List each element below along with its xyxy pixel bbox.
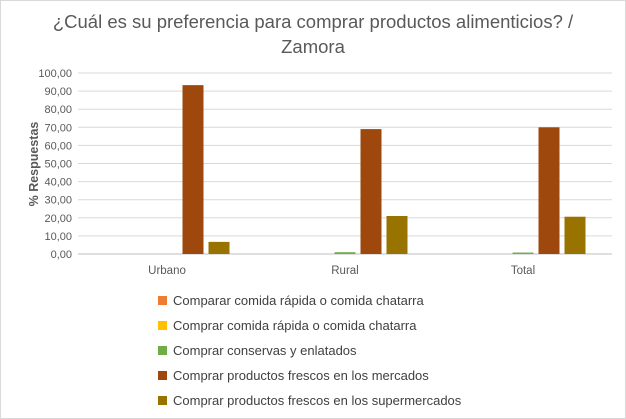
bar [182,85,204,254]
y-tick-label: 80,00 [44,104,72,116]
bar [386,215,408,254]
x-tick-label: Urbano [148,265,186,277]
legend-label: Comprar productos frescos en los mercado… [173,368,429,383]
legend-item: Comprar productos frescos en los mercado… [158,363,461,388]
legend-swatch [158,371,167,380]
legend-item: Comprar productos frescos en los superme… [158,388,461,413]
bar [538,127,560,254]
legend-label: Comprar comida rápida o comida chatarra [173,318,417,333]
legend-swatch [158,396,167,405]
legend-swatch [158,296,167,305]
bar [512,252,534,254]
y-tick-label: 10,00 [44,231,72,243]
bar [208,241,230,254]
legend: Comparar comida rápida o comida chatarra… [158,288,461,413]
legend-item: Comparar comida rápida o comida chatarra [158,288,461,313]
legend-item: Comprar conservas y enlatados [158,338,461,363]
bar [564,216,586,254]
legend-label: Comparar comida rápida o comida chatarra [173,293,424,308]
y-tick-label: 0,00 [51,249,72,261]
y-tick-label: 40,00 [44,177,72,189]
bar [334,252,356,254]
legend-swatch [158,346,167,355]
legend-label: Comprar productos frescos en los superme… [173,393,462,408]
x-tick-label: Rural [331,265,358,277]
legend-label: Comprar conservas y enlatados [173,343,357,358]
y-tick-label: 70,00 [44,122,72,134]
y-tick-label: 20,00 [44,213,72,225]
y-tick-label: 100,00 [38,68,72,80]
chart-title: ¿Cuál es su preferencia para comprar pro… [52,11,574,57]
bar [360,129,382,254]
legend-item: Comprar comida rápida o comida chatarra [158,313,461,338]
y-tick-label: 30,00 [44,195,72,207]
y-tick-label: 50,00 [44,159,72,171]
y-tick-label: 90,00 [44,86,72,98]
legend-swatch [158,321,167,330]
x-tick-label: Total [511,265,535,277]
y-tick-label: 60,00 [44,140,72,152]
